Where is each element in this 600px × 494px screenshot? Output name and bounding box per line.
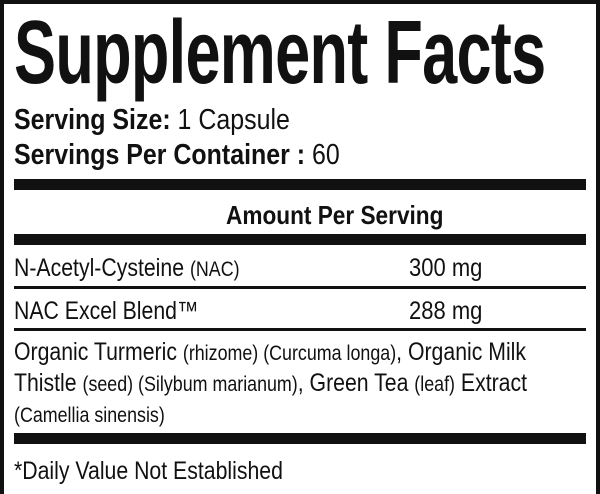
blend-note: (seed) (Silybum marianum) [82, 373, 298, 396]
divider-thick [14, 433, 586, 444]
blend-text: Thistle [14, 369, 83, 397]
blend-text: , Green Tea [297, 369, 415, 397]
ingredient-amount: 300 mg [409, 254, 483, 282]
ingredient-name: NAC Excel Blend™ [14, 297, 199, 325]
blend-line: Thistle (seed) (Silybum marianum), Green… [14, 368, 527, 400]
serving-size: Serving Size: 1 Capsule [14, 103, 290, 137]
blend-note: (rhizome) (Curcuma longa) [182, 342, 397, 365]
blend-note: (Camellia sinensis) [14, 404, 165, 427]
footnote: *Daily Value Not Established [14, 457, 283, 485]
serving-size-label: Serving Size: [14, 104, 171, 136]
divider-thin [14, 286, 586, 289]
blend-line: Organic Turmeric (rhizome) (Curcuma long… [14, 337, 526, 369]
label-title: Supplement Facts [14, 3, 546, 103]
blend-text: Extract [454, 369, 528, 397]
ingredient-amount: 288 mg [409, 297, 483, 325]
divider-thick [14, 179, 586, 190]
serving-size-value: 1 Capsule [177, 104, 290, 136]
blend-line: (Camellia sinensis) [14, 399, 165, 431]
amount-per-serving-header: Amount Per Serving [226, 200, 444, 230]
blend-text: , Organic Milk [396, 338, 527, 366]
blend-note: (leaf) [414, 373, 455, 396]
divider-thin [14, 328, 586, 331]
servings-per-container-label: Servings Per Container : [14, 139, 306, 171]
ingredient-name: N-Acetyl-Cysteine (NAC) [14, 254, 240, 282]
blend-text: Organic Turmeric [14, 338, 183, 366]
servings-per-container-value: 60 [311, 139, 340, 171]
servings-per-container: Servings Per Container : 60 [14, 138, 340, 172]
divider-thick [14, 234, 586, 245]
